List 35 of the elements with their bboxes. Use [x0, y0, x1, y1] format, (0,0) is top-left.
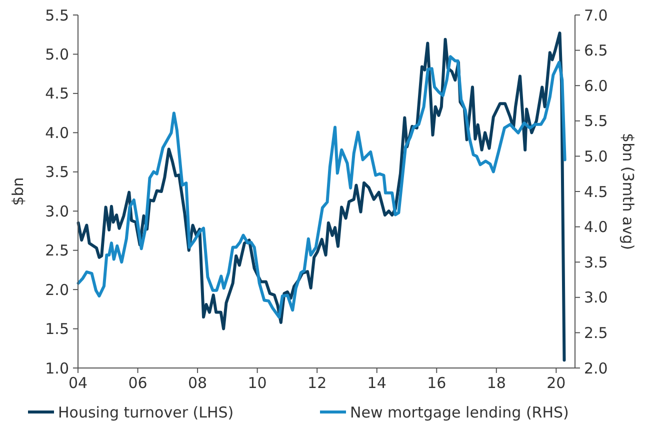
line-series — [76, 55, 566, 319]
y2-tick-label: 2.5 — [584, 324, 608, 342]
y-tick-label: 3.0 — [45, 202, 69, 220]
y2-tick-label: 3.0 — [584, 288, 608, 307]
y-axis-title: $bn — [9, 177, 27, 206]
y2-tick-label: 3.5 — [584, 253, 608, 272]
legend-label: Housing turnover (LHS) — [58, 403, 234, 422]
y2-tick-label: 7.0 — [584, 6, 608, 24]
x-tick-label: 04 — [68, 374, 88, 392]
y-tick-label: 3.5 — [45, 163, 69, 182]
y-tick-label: 5.5 — [45, 6, 69, 24]
legend-label: New mortgage lending (RHS) — [350, 403, 569, 422]
x-tick-label: 20 — [546, 374, 566, 392]
y-tick-label: 1.5 — [45, 320, 69, 338]
x-tick-label: 08 — [188, 374, 208, 392]
y2-tick-label: 4.5 — [584, 182, 608, 201]
y-tick-label: 2.5 — [45, 242, 69, 260]
y-tick-label: 2.0 — [45, 280, 69, 299]
y-tick-label: 5.0 — [45, 45, 69, 64]
x-tick-label: 18 — [486, 374, 506, 392]
x-tick-label: 12 — [308, 374, 327, 392]
x-tick-label: 06 — [128, 374, 148, 392]
y2-axis-title: $bn (3mth avg) — [619, 133, 637, 250]
y2-tick-label: 5.5 — [584, 112, 608, 130]
x-tick-label: 14 — [367, 374, 386, 392]
x-tick-label: 16 — [427, 374, 446, 392]
y2-tick-label: 2.0 — [584, 359, 608, 378]
y-tick-label: 4.5 — [45, 84, 69, 103]
x-tick-label: 10 — [248, 374, 267, 392]
y-tick-label: 4.0 — [45, 124, 69, 142]
y2-tick-label: 5.0 — [584, 147, 608, 166]
y2-tick-label: 6.0 — [584, 76, 608, 95]
y-tick-label: 1.0 — [45, 359, 69, 378]
y2-tick-label: 6.5 — [584, 42, 608, 60]
y2-tick-label: 4.0 — [584, 218, 608, 236]
